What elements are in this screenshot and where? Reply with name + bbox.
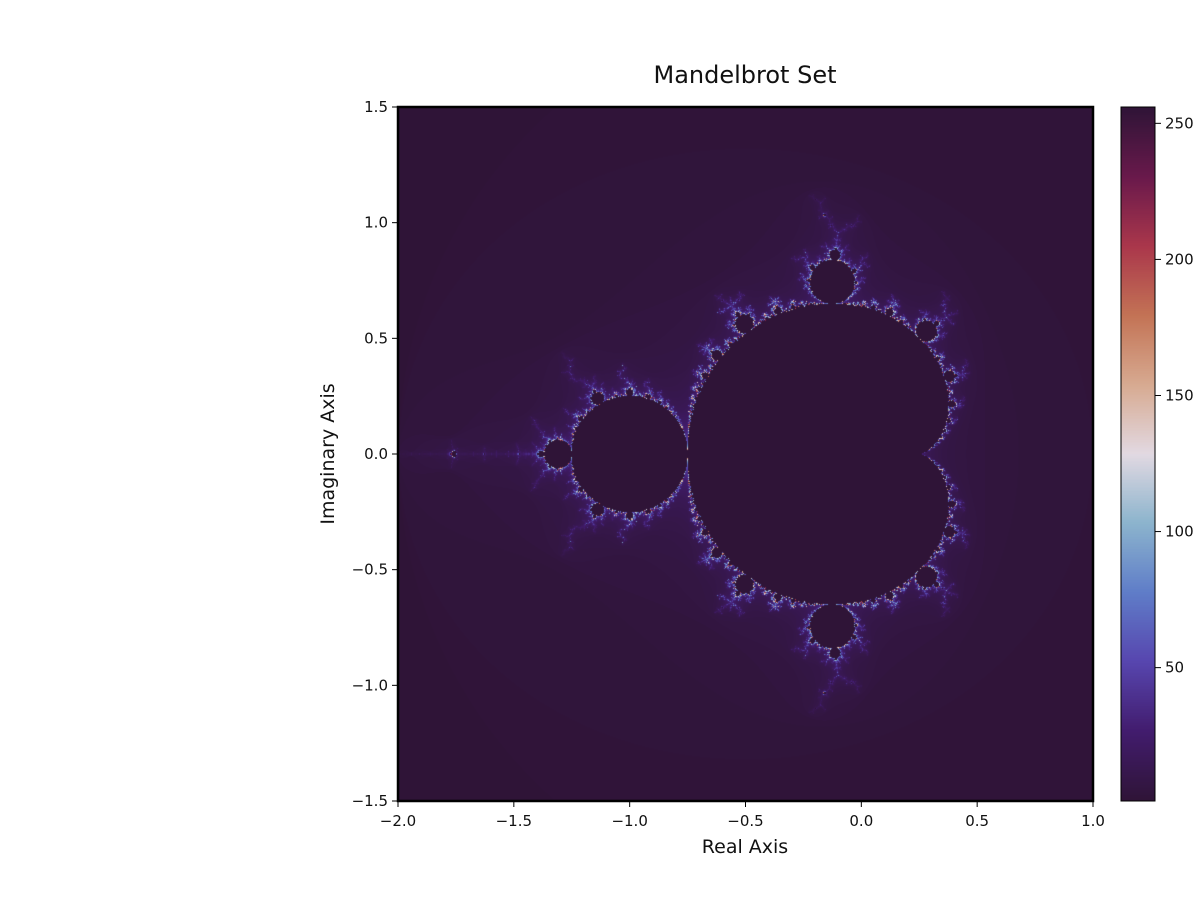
x-tick-label: −1.0: [611, 812, 647, 830]
x-tick-label: −0.5: [727, 812, 763, 830]
y-tick-label: 0.0: [364, 445, 388, 463]
x-tick-label: 0.5: [965, 812, 989, 830]
x-axis-ticks: −2.0 −1.5 −1.0 −0.5 0.0 0.5 1.0: [380, 801, 1105, 830]
x-tick-label: −1.5: [496, 812, 532, 830]
y-tick-label: 1.0: [364, 214, 388, 232]
colorbar-tick-label: 200: [1165, 250, 1194, 268]
colorbar-tick-label: 250: [1165, 114, 1194, 132]
mandelbrot-heatmap: [398, 107, 1093, 801]
colorbar-gradient: [1121, 107, 1155, 801]
x-axis-title: Real Axis: [702, 836, 788, 858]
y-tick-label: 0.5: [364, 329, 388, 347]
x-tick-label: 0.0: [849, 812, 873, 830]
colorbar-ticks: 50 100 150 200 250: [1155, 114, 1194, 677]
y-tick-label: 1.5: [364, 98, 388, 116]
y-tick-label: −0.5: [352, 561, 388, 579]
y-axis-title: Imaginary Axis: [317, 383, 339, 524]
colorbar: 50 100 150 200 250: [1120, 106, 1194, 802]
plot-area: [396, 105, 1095, 803]
colorbar-tick-label: 100: [1165, 523, 1194, 541]
colorbar-tick-label: 50: [1165, 659, 1184, 677]
y-axis-ticks: 1.5 1.0 0.5 0.0 −0.5 −1.0 −1.5: [352, 98, 398, 810]
y-tick-label: −1.5: [352, 792, 388, 810]
colorbar-frame: [1120, 106, 1156, 802]
y-tick-label: −1.0: [352, 676, 388, 694]
x-tick-label: −2.0: [380, 812, 416, 830]
x-tick-label: 1.0: [1081, 812, 1105, 830]
chart-title: Mandelbrot Set: [654, 61, 837, 89]
colorbar-tick-label: 150: [1165, 386, 1194, 404]
